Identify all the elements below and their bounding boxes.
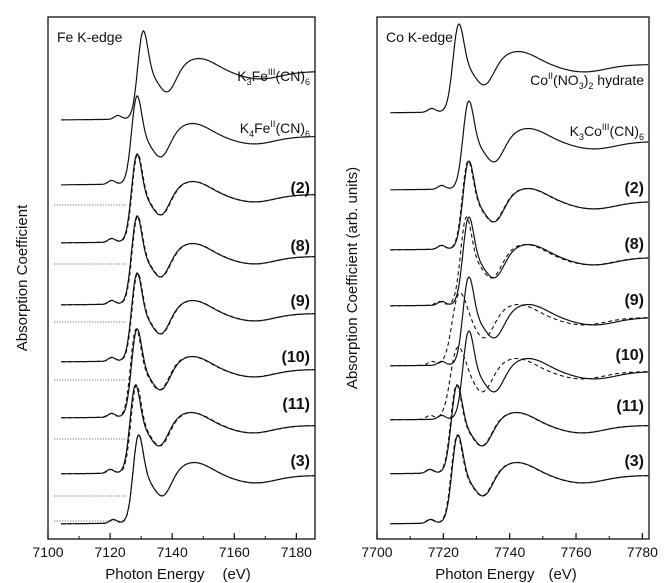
series-label: (3)	[624, 453, 644, 470]
co-curves	[390, 23, 649, 525]
series-label: (10)	[282, 349, 310, 366]
spectrum-line-solid	[390, 216, 649, 307]
series-label-part: (CN)	[609, 123, 639, 139]
spectrum-line-dashed	[390, 384, 649, 475]
series-label-part: III	[602, 122, 610, 132]
co-x-axis-unit: (eV)	[548, 566, 576, 583]
fe-x-ticks: 7100 7120 7140 7160 7180	[32, 533, 312, 560]
x-tick-label: 7740	[494, 544, 525, 560]
spectrum-line-dashed	[61, 328, 315, 419]
series-label-part: Fe	[254, 120, 271, 136]
series-label-part: 6	[305, 129, 310, 139]
spectrum-line-dashed	[61, 272, 315, 363]
series-label: (11)	[616, 398, 644, 415]
series-label: (10)	[616, 347, 644, 364]
series-label-part: K	[570, 123, 580, 139]
co-title: Co K-edge	[386, 29, 453, 45]
spectrum-line-dashed	[390, 346, 649, 421]
series-label-part: K	[237, 68, 247, 84]
series-label: (8)	[624, 236, 644, 253]
x-tick-label: 7180	[281, 544, 312, 560]
series-label: CoII(NO3)2 hydrate	[530, 71, 644, 91]
series-label-part: 3	[247, 77, 252, 87]
x-tick-label: 7700	[361, 544, 392, 560]
series-label-part: (CN)	[275, 120, 305, 136]
spectrum-line-dashed	[390, 160, 649, 251]
spectrum-line-solid	[61, 153, 315, 244]
spectrum-line-dashed	[61, 384, 315, 475]
spectrum-line-solid	[390, 160, 649, 251]
series-label-part: 2	[588, 81, 593, 91]
spectrum-line-solid	[390, 100, 649, 191]
spectrum-line-dashed	[390, 216, 649, 307]
x-tick-label: 7140	[157, 544, 188, 560]
co-panel: Co K-edge CoII(NO3)2 hydrateK3CoIII(CN)6…	[344, 16, 658, 583]
co-x-ticks: 7700 7720 7740 7760 7780	[361, 533, 658, 560]
x-tick-label: 7160	[219, 544, 250, 560]
series-label: (8)	[290, 238, 310, 255]
co-plot-frame	[376, 16, 650, 540]
series-label: (3)	[290, 453, 310, 470]
co-x-axis-title: Photon Energy (eV)	[435, 566, 577, 583]
series-label: (2)	[624, 180, 644, 197]
series-label: K3FeIII(CN)6	[237, 67, 310, 87]
spectrum-line-solid	[390, 434, 649, 525]
spectrum-line-solid	[390, 276, 649, 367]
spectrum-line-solid	[61, 95, 315, 186]
spectrum-line-solid	[61, 434, 315, 525]
spectrum-line-solid	[390, 23, 649, 114]
x-tick-label: 7720	[428, 544, 459, 560]
series-label: K3CoIII(CN)6	[570, 122, 644, 142]
fe-x-axis-title: Photon Energy (eV)	[105, 566, 251, 583]
spectrum-line-dashed	[390, 434, 649, 525]
series-label-part: Co	[584, 123, 602, 139]
spectrum-line-solid	[390, 330, 649, 421]
spectrum-line-solid	[61, 384, 315, 475]
series-label-part: K	[240, 120, 250, 136]
x-tick-label: 7120	[95, 544, 126, 560]
x-tick-label: 7780	[627, 544, 658, 560]
spectrum-line-dashed	[61, 215, 315, 306]
fe-panel: Fe K-edge K3FeIII(CN)6K4FeII(CN)6(2)(8)(…	[14, 16, 316, 583]
co-curve-labels: CoII(NO3)2 hydrateK3CoIII(CN)6(2)(8)(9)(…	[530, 71, 644, 470]
series-label-part: hydrate	[593, 72, 644, 88]
series-label-part: 3	[579, 132, 584, 142]
series-label: (9)	[290, 293, 310, 310]
series-label-part: II	[548, 71, 553, 81]
fe-curves	[54, 30, 315, 525]
spectrum-line-solid	[61, 30, 315, 121]
spectrum-line-solid	[61, 328, 315, 419]
series-label-part: III	[268, 67, 276, 77]
series-label-part: (CN)	[275, 68, 305, 84]
series-label: K4FeII(CN)6	[240, 119, 310, 139]
fe-y-axis-title: Absorption Coefficient	[14, 204, 31, 351]
co-y-axis-title: Absorption Coefficient (arb. units)	[344, 167, 361, 389]
series-label-part: 3	[579, 81, 584, 91]
fe-plot-frame	[47, 16, 316, 540]
x-tick-label: 7100	[32, 544, 63, 560]
co-x-axis-label: Photon Energy	[435, 566, 535, 583]
fe-title: Fe K-edge	[57, 29, 123, 45]
series-label-part: Co	[530, 72, 548, 88]
x-tick-label: 7760	[560, 544, 591, 560]
series-label: (9)	[624, 292, 644, 309]
fe-x-axis-unit: (eV)	[222, 566, 250, 583]
series-label: (11)	[282, 396, 310, 413]
series-label-part: )	[584, 72, 589, 88]
spectrum-line-dashed	[61, 434, 315, 525]
series-label-part: II	[270, 119, 275, 129]
spectrum-line-solid	[61, 272, 315, 363]
spectrum-line-dashed	[390, 292, 649, 367]
fe-curve-labels: K3FeIII(CN)6K4FeII(CN)6(2)(8)(9)(10)(11)…	[237, 67, 310, 470]
series-label: (2)	[290, 180, 310, 197]
series-label-part: Fe	[252, 68, 269, 84]
series-label-part: (NO	[553, 72, 579, 88]
series-label-part: 6	[305, 77, 310, 87]
spectrum-line-solid	[61, 215, 315, 306]
series-label-part: 4	[249, 129, 254, 139]
spectrum-line-dashed	[61, 153, 315, 244]
series-label-part: 6	[639, 132, 644, 142]
fe-x-axis-label: Photon Energy	[105, 566, 205, 583]
